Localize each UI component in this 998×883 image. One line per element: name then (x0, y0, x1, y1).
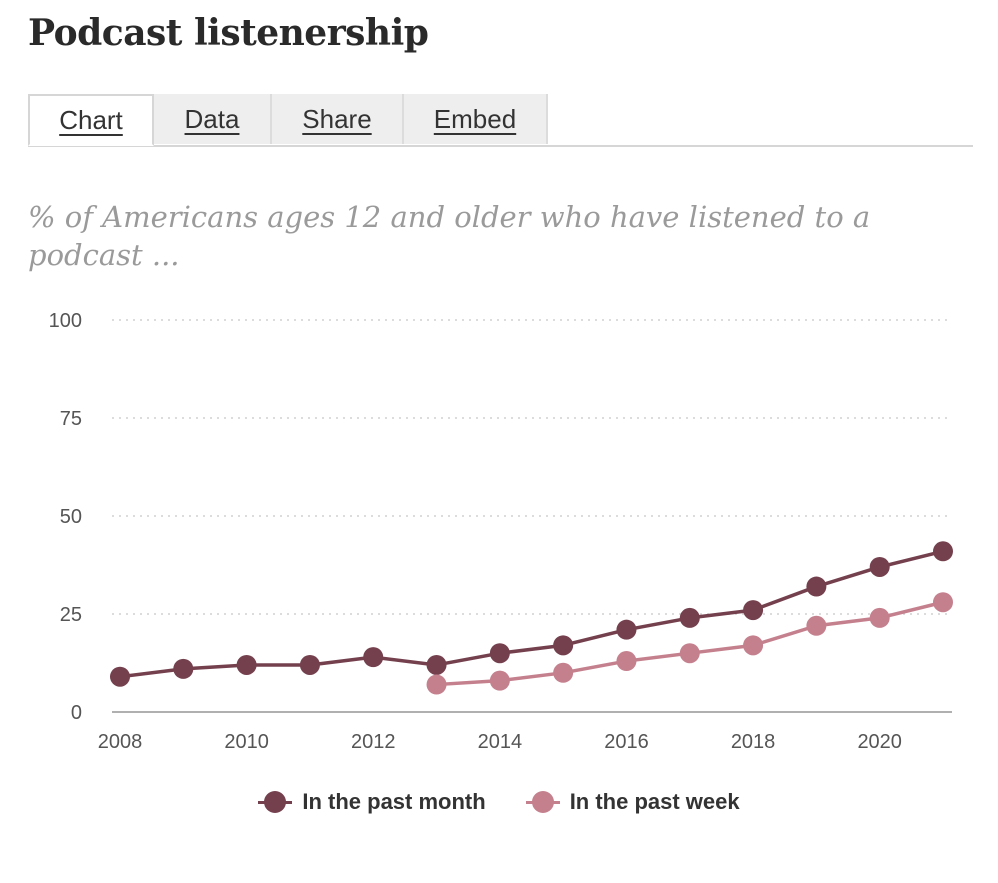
data-point-week-2019 (806, 615, 827, 636)
series-lines (110, 541, 953, 695)
y-tick-label-50: 50 (60, 506, 82, 528)
legend: In the past month In the past week (0, 786, 998, 818)
data-point-week-2013 (426, 674, 447, 695)
data-point-month-2018 (743, 600, 764, 621)
data-point-month-2017 (679, 607, 700, 628)
data-point-week-2014 (489, 670, 510, 691)
legend-item-week[interactable]: In the past week (525, 789, 740, 815)
chart-title: Podcast listenership (28, 12, 429, 54)
data-point-week-2020 (869, 607, 890, 628)
data-point-week-2017 (679, 643, 700, 664)
x-tick-label-2014: 2014 (478, 731, 523, 753)
series-line-month (119, 549, 944, 679)
x-tick-label-2008: 2008 (98, 731, 143, 753)
data-point-week-2016 (616, 651, 637, 672)
tab-bar: Chart Data Share Embed (28, 94, 973, 147)
legend-label-month: In the past month (302, 789, 486, 814)
data-point-month-2015 (553, 635, 574, 656)
data-point-month-2016 (616, 619, 637, 640)
x-tick-label-2020: 2020 (857, 731, 902, 753)
y-tick-label-25: 25 (60, 604, 82, 626)
data-point-month-2021 (933, 541, 953, 562)
legend-swatch-week (525, 791, 560, 813)
data-point-month-2008 (110, 666, 130, 687)
data-point-month-2012 (363, 647, 384, 668)
data-point-week-2021 (933, 592, 953, 613)
x-tick-label-2012: 2012 (351, 731, 396, 753)
data-point-month-2010 (236, 654, 257, 675)
data-point-month-2014 (489, 643, 510, 664)
data-point-month-2011 (299, 654, 320, 675)
data-point-month-2019 (806, 576, 827, 597)
tab-chart[interactable]: Chart (28, 94, 154, 146)
x-tick-label-2010: 2010 (224, 731, 269, 753)
y-tick-label-0: 0 (71, 702, 82, 724)
x-tick-label-2018: 2018 (731, 731, 776, 753)
legend-swatch-month (258, 791, 293, 813)
chart-subtitle: % of Americans ages 12 and older who hav… (28, 200, 871, 272)
tab-embed[interactable]: Embed (404, 94, 548, 144)
data-point-month-2020 (869, 556, 890, 577)
gridlines (112, 319, 952, 615)
y-tick-label-75: 75 (60, 408, 82, 430)
data-point-month-2009 (173, 658, 194, 679)
y-tick-label-100: 100 (49, 310, 82, 332)
data-point-month-2013 (426, 654, 447, 675)
axes: 0 25 50 75 100 2008 2010 2012 2014 2016 2018 2020 (49, 310, 952, 753)
legend-label-week: In the past week (569, 789, 740, 814)
data-point-week-2018 (743, 635, 764, 656)
data-point-week-2015 (553, 662, 574, 683)
tab-data[interactable]: Data (154, 94, 272, 144)
x-tick-label-2016: 2016 (604, 731, 649, 753)
tab-share[interactable]: Share (272, 94, 404, 144)
legend-item-month[interactable]: In the past month (258, 789, 486, 815)
